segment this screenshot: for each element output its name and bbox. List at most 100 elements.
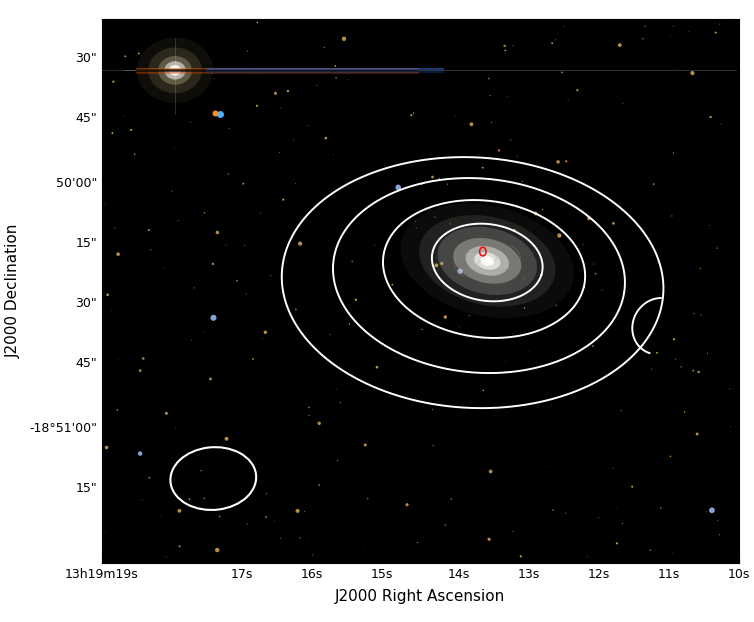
Point (155, 534, 167, 544)
Point (343, 319, 355, 329)
Point (401, 499, 413, 509)
Point (711, 243, 723, 253)
Point (463, 310, 475, 320)
Ellipse shape (480, 256, 494, 266)
Point (155, 512, 167, 522)
Point (434, 174, 446, 183)
Point (209, 73, 221, 83)
Point (712, 516, 724, 526)
Point (294, 239, 306, 249)
Point (608, 35, 620, 45)
Point (410, 223, 422, 233)
Point (102, 290, 114, 300)
Point (107, 77, 119, 86)
Point (661, 353, 673, 363)
Point (667, 548, 679, 558)
Point (199, 327, 211, 337)
Point (222, 169, 234, 179)
Point (674, 519, 686, 529)
Y-axis label: J2000 Declination: J2000 Declination (5, 223, 20, 358)
Point (587, 256, 599, 266)
Point (581, 552, 593, 562)
Point (577, 239, 589, 249)
Point (637, 34, 649, 44)
Point (386, 280, 398, 290)
Circle shape (158, 56, 192, 85)
Point (376, 236, 388, 246)
Point (667, 148, 679, 158)
Point (330, 73, 342, 83)
Point (550, 34, 562, 44)
Point (477, 386, 489, 396)
Point (303, 536, 315, 545)
Ellipse shape (465, 246, 509, 276)
Point (221, 382, 233, 392)
Point (688, 309, 700, 318)
Point (299, 506, 311, 516)
Point (668, 334, 680, 344)
Point (437, 246, 449, 256)
Point (323, 34, 335, 44)
Point (614, 40, 626, 50)
Point (303, 411, 315, 420)
Point (608, 218, 620, 228)
Point (501, 92, 513, 102)
Point (223, 123, 235, 133)
Point (602, 215, 615, 225)
Point (137, 353, 149, 363)
Point (454, 266, 466, 276)
Point (106, 128, 118, 138)
Point (281, 398, 293, 408)
Point (714, 19, 726, 29)
Point (183, 494, 195, 504)
Point (112, 249, 124, 259)
Point (701, 348, 713, 358)
Point (645, 364, 657, 374)
Point (524, 346, 536, 356)
Point (697, 158, 709, 168)
Point (211, 228, 223, 238)
Point (119, 52, 131, 62)
Point (313, 419, 325, 429)
Point (198, 493, 210, 503)
Point (536, 318, 548, 328)
Point (477, 163, 489, 173)
Point (303, 402, 315, 412)
Point (560, 156, 572, 166)
Point (170, 423, 182, 433)
Point (250, 514, 262, 524)
Point (145, 244, 157, 254)
Point (664, 452, 676, 462)
Point (550, 300, 562, 310)
Point (431, 261, 443, 271)
Point (552, 157, 564, 167)
Point (449, 111, 461, 121)
Point (265, 271, 277, 281)
Point (704, 112, 716, 122)
Point (277, 373, 290, 383)
Point (329, 61, 342, 71)
Point (483, 534, 495, 544)
Point (626, 481, 638, 491)
Point (472, 149, 484, 159)
Circle shape (164, 61, 185, 80)
Point (294, 139, 306, 149)
Point (716, 518, 728, 527)
Point (128, 149, 140, 159)
Point (429, 212, 441, 222)
Point (247, 354, 259, 364)
Point (294, 533, 306, 543)
Point (261, 489, 273, 499)
Point (173, 541, 185, 551)
Point (661, 300, 673, 310)
Point (644, 545, 656, 555)
Ellipse shape (400, 203, 574, 318)
Point (112, 354, 124, 364)
Point (213, 109, 225, 119)
Point (484, 91, 496, 101)
Point (136, 494, 149, 504)
Point (133, 49, 145, 58)
Point (251, 17, 263, 27)
Point (516, 177, 529, 187)
Point (149, 254, 161, 264)
